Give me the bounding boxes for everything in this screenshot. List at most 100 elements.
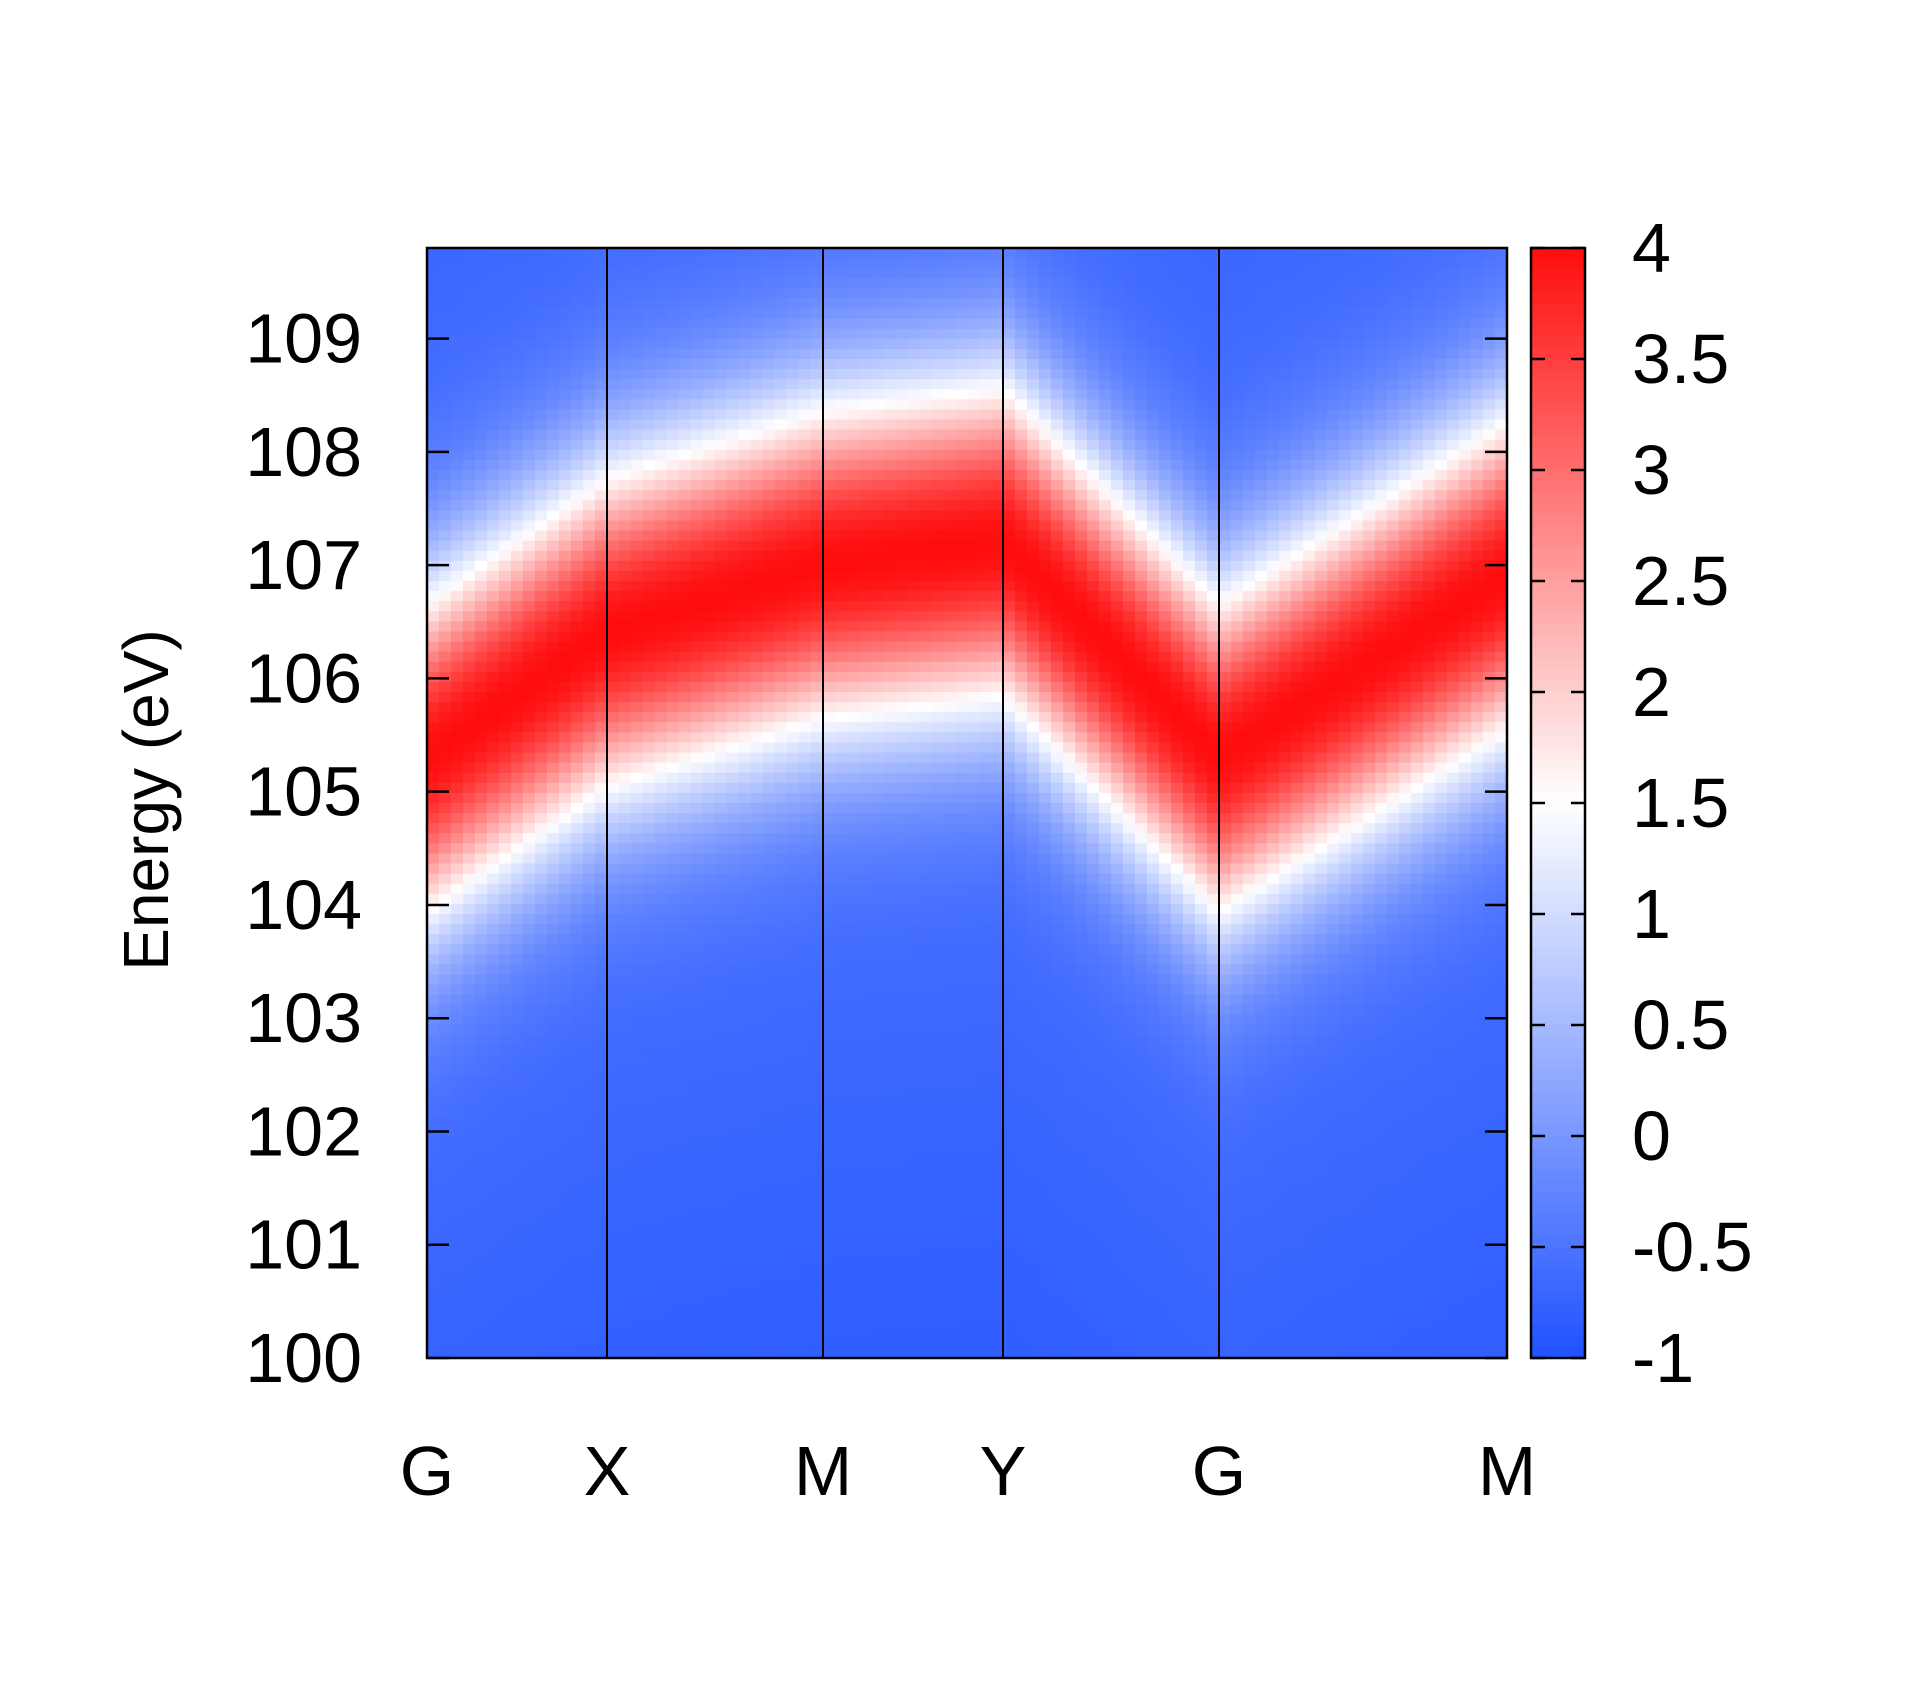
heatmap-cell — [811, 1216, 824, 1228]
heatmap-cell — [439, 359, 452, 370]
heatmap-cell — [739, 1337, 752, 1349]
heatmap-cell — [859, 621, 872, 633]
heatmap-cell — [727, 1226, 740, 1238]
heatmap-cell — [739, 944, 752, 955]
heatmap-cell — [859, 974, 872, 986]
heatmap-cell — [775, 1136, 788, 1147]
heatmap-cell — [583, 712, 596, 723]
heatmap-cell — [487, 893, 500, 905]
heatmap-cell — [451, 1327, 464, 1339]
heatmap-cell — [811, 1105, 824, 1117]
heatmap-cell — [571, 1025, 584, 1036]
heatmap-cell — [607, 248, 620, 259]
heatmap-cell — [427, 449, 440, 461]
heatmap-cell — [955, 681, 968, 693]
heatmap-cell — [703, 480, 716, 491]
heatmap-cell — [739, 722, 752, 733]
heatmap-cell — [739, 248, 752, 259]
heatmap-cell — [499, 843, 512, 855]
heatmap-cell — [535, 348, 548, 360]
heatmap-cell — [475, 994, 488, 1006]
heatmap-cell — [967, 470, 980, 481]
heatmap-cell — [811, 1136, 824, 1147]
heatmap-cell — [715, 732, 728, 744]
heatmap-cell — [439, 601, 452, 612]
heatmap-cell — [499, 1125, 512, 1137]
heatmap-cell — [463, 540, 476, 552]
heatmap-cell — [859, 772, 872, 784]
heatmap-cell — [499, 550, 512, 562]
heatmap-cell — [955, 843, 968, 855]
heatmap-cell — [595, 1075, 608, 1087]
heatmap-cell — [955, 1105, 968, 1117]
heatmap-cell — [487, 480, 500, 491]
heatmap-cell — [439, 338, 452, 350]
heatmap-cell — [511, 359, 524, 370]
heatmap-cell — [787, 288, 800, 300]
heatmap-cell — [823, 409, 836, 421]
heatmap-cell — [775, 1206, 788, 1218]
heatmap-cell — [667, 278, 680, 289]
heatmap-cell — [751, 1186, 764, 1198]
heatmap-cell — [547, 681, 560, 693]
heatmap-cell — [631, 338, 644, 350]
heatmap-cell — [739, 964, 752, 976]
heatmap-cell — [739, 914, 752, 925]
heatmap-cell — [895, 631, 908, 643]
heatmap-cell — [679, 621, 692, 633]
heatmap-cell — [751, 540, 764, 552]
heatmap-cell — [583, 359, 596, 370]
heatmap-cell — [439, 984, 452, 996]
heatmap-cell — [511, 1267, 524, 1278]
heatmap-cell — [499, 1025, 512, 1036]
heatmap-cell — [463, 369, 476, 380]
heatmap-cell — [487, 833, 500, 844]
heatmap-cell — [751, 792, 764, 804]
heatmap-cell — [727, 1216, 740, 1228]
heatmap-cell — [667, 792, 680, 804]
heatmap-cell — [691, 974, 704, 986]
heatmap-cell — [691, 984, 704, 996]
heatmap-cell — [607, 338, 620, 350]
heatmap-cell — [535, 459, 548, 471]
heatmap-cell — [547, 843, 560, 855]
heatmap-cell — [427, 1347, 440, 1359]
heatmap-cell — [511, 903, 524, 915]
heatmap-cell — [799, 702, 812, 713]
heatmap-cell — [607, 298, 620, 310]
heatmap-cell — [679, 994, 692, 1006]
heatmap-cell — [859, 308, 872, 320]
heatmap-cell — [463, 813, 476, 824]
heatmap-cell — [487, 732, 500, 744]
heatmap-cell — [907, 1125, 920, 1137]
heatmap-cell — [655, 772, 668, 784]
heatmap-cell — [943, 924, 956, 935]
heatmap-cell — [547, 692, 560, 703]
heatmap-cell — [643, 379, 656, 390]
heatmap-cell — [451, 903, 464, 915]
heatmap-cell — [763, 338, 776, 350]
heatmap-cell — [583, 459, 596, 471]
heatmap-cell — [871, 883, 884, 895]
heatmap-cell — [655, 520, 668, 532]
heatmap-cell — [523, 1125, 536, 1137]
heatmap-cell — [931, 1206, 944, 1218]
heatmap-cell — [763, 1277, 776, 1288]
heatmap-cell — [427, 1075, 440, 1087]
heatmap-cell — [559, 1196, 572, 1208]
heatmap-cell — [787, 419, 800, 431]
heatmap-cell — [499, 459, 512, 471]
heatmap-cell — [883, 288, 896, 300]
heatmap-cell — [943, 1075, 956, 1087]
heatmap-cell — [919, 671, 932, 683]
heatmap-cell — [883, 964, 896, 976]
heatmap-cell — [799, 399, 812, 411]
heatmap-cell — [787, 409, 800, 421]
heatmap-cell — [847, 288, 860, 300]
heatmap-cell — [907, 1206, 920, 1218]
heatmap-cell — [559, 722, 572, 733]
heatmap-cell — [823, 722, 836, 733]
heatmap-cell — [895, 651, 908, 663]
heatmap-cell — [667, 348, 680, 360]
heatmap-cell — [703, 934, 716, 945]
